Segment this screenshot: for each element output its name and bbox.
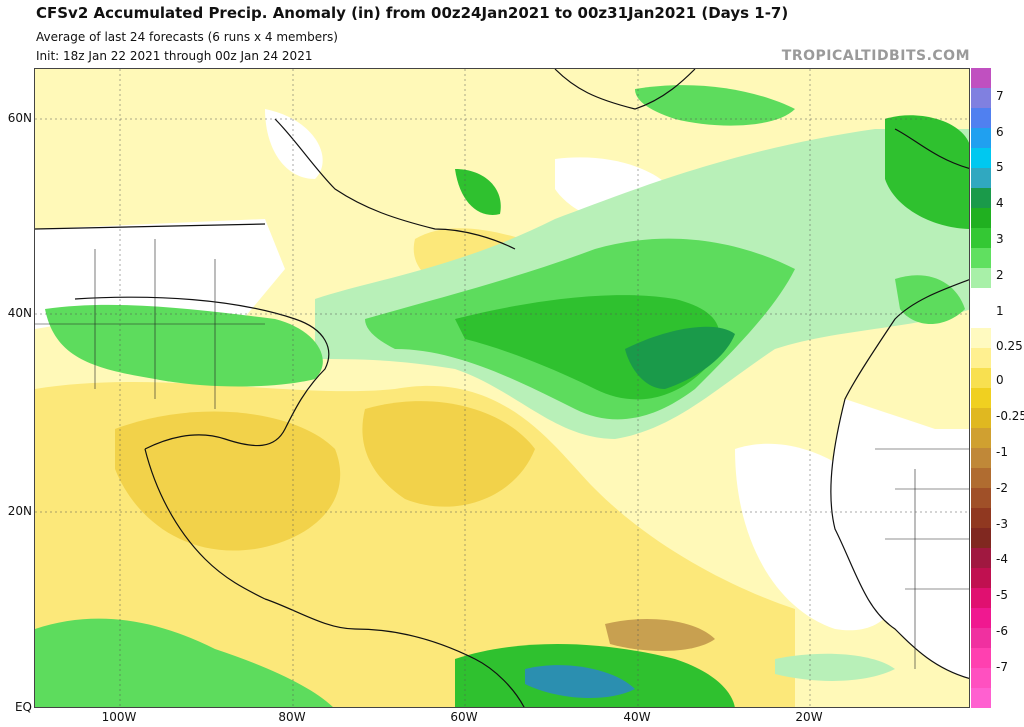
dry-core-tropical [605, 619, 715, 651]
colorbar-segment [971, 488, 991, 508]
lat-label-40n: 40N [7, 306, 32, 320]
lon-label-80w: 80W [278, 710, 306, 724]
colorbar-tick-label: 3 [996, 232, 1004, 246]
lon-label-100w: 100W [101, 710, 137, 724]
wet-region-greenland [635, 85, 795, 126]
colorbar-segment [971, 208, 991, 228]
brand-watermark: TROPICALTIDBITS.COM [781, 48, 970, 64]
colorbar-tick-label: 2 [996, 268, 1004, 282]
wet-band-dark [625, 326, 735, 389]
colorbar-tick-label: -0.25 [996, 409, 1024, 423]
colorbar-segment [971, 648, 991, 668]
lat-label-60n: 60N [7, 111, 32, 125]
colorbar-tick-label: -3 [996, 517, 1008, 531]
wet-region-europe [885, 115, 969, 229]
colorbar-segment [971, 408, 991, 428]
colorbar [971, 68, 991, 708]
dry-core-atlantic [362, 401, 535, 507]
colorbar-tick-label: -2 [996, 481, 1008, 495]
lon-label-40w: 40W [623, 710, 651, 724]
map-canvas [35, 69, 969, 707]
lon-label-20w: 20W [795, 710, 823, 724]
colorbar-segment [971, 188, 991, 208]
colorbar-segment [971, 528, 991, 548]
chart-header: CFSv2 Accumulated Precip. Anomaly (in) f… [0, 0, 1024, 68]
colorbar-segment [971, 108, 991, 128]
africa-land [830, 399, 969, 679]
graticule [35, 69, 969, 707]
chart-title: CFSv2 Accumulated Precip. Anomaly (in) f… [36, 4, 789, 22]
colorbar-tick-label: 5 [996, 160, 1004, 174]
colorbar-tick-label: -5 [996, 588, 1008, 602]
colorbar-tick-label: 4 [996, 196, 1004, 210]
colorbar-segment [971, 468, 991, 488]
colorbar-segment [971, 328, 991, 348]
colorbar-tick-label: 1 [996, 304, 1004, 318]
coastlines [35, 69, 969, 707]
colorbar-segment [971, 128, 991, 148]
chart-subtitle: Average of last 24 forecasts (6 runs x 4… [36, 30, 338, 44]
wet-region-pacific [35, 618, 333, 707]
colorbar-segment [971, 448, 991, 468]
colorbar-segment [971, 588, 991, 608]
wet-region-iberia [895, 275, 965, 324]
colorbar-segment [971, 148, 991, 168]
wet-region-guinea [775, 653, 895, 681]
colorbar-segment [971, 368, 991, 388]
colorbar-segment [971, 608, 991, 628]
neutral-region-plains [35, 219, 285, 329]
country-borders [35, 239, 969, 669]
colorbar-segment [971, 568, 991, 588]
colorbar-segment [971, 348, 991, 368]
lon-label-60w: 60W [450, 710, 478, 724]
colorbar-segment [971, 248, 991, 268]
colorbar-segment [971, 268, 991, 288]
colorbar-tick-label: 6 [996, 125, 1004, 139]
colorbar-segment [971, 168, 991, 188]
lat-label-20n: 20N [7, 504, 32, 518]
colorbar-segment [971, 388, 991, 408]
colorbar-segment [971, 668, 991, 688]
colorbar-segment [971, 88, 991, 108]
colorbar-tick-label: 7 [996, 89, 1004, 103]
colorbar-segment [971, 688, 991, 708]
colorbar-segment [971, 628, 991, 648]
colorbar-tick-label: -1 [996, 445, 1008, 459]
precip-anomaly-map [34, 68, 970, 708]
colorbar-tick-label: 0.25 [996, 339, 1023, 353]
colorbar-segment [971, 508, 991, 528]
colorbar-segment [971, 308, 991, 328]
wet-region-newfoundland [455, 169, 501, 215]
colorbar-segment [971, 68, 991, 88]
neutral-region-hudson [265, 109, 323, 179]
colorbar-segment [971, 428, 991, 448]
wet-core-equatorial [525, 665, 635, 699]
colorbar-tick-label: -7 [996, 660, 1008, 674]
colorbar-tick-label: -6 [996, 624, 1008, 638]
colorbar-tick-label: -4 [996, 552, 1008, 566]
colorbar-tick-label: 0 [996, 373, 1004, 387]
colorbar-segment [971, 228, 991, 248]
init-time: Init: 18z Jan 22 2021 through 00z Jan 24… [36, 49, 313, 63]
colorbar-segment [971, 548, 991, 568]
wet-region-us [45, 304, 323, 387]
colorbar-segment [971, 288, 991, 308]
lat-label-eq: EQ [14, 700, 32, 714]
